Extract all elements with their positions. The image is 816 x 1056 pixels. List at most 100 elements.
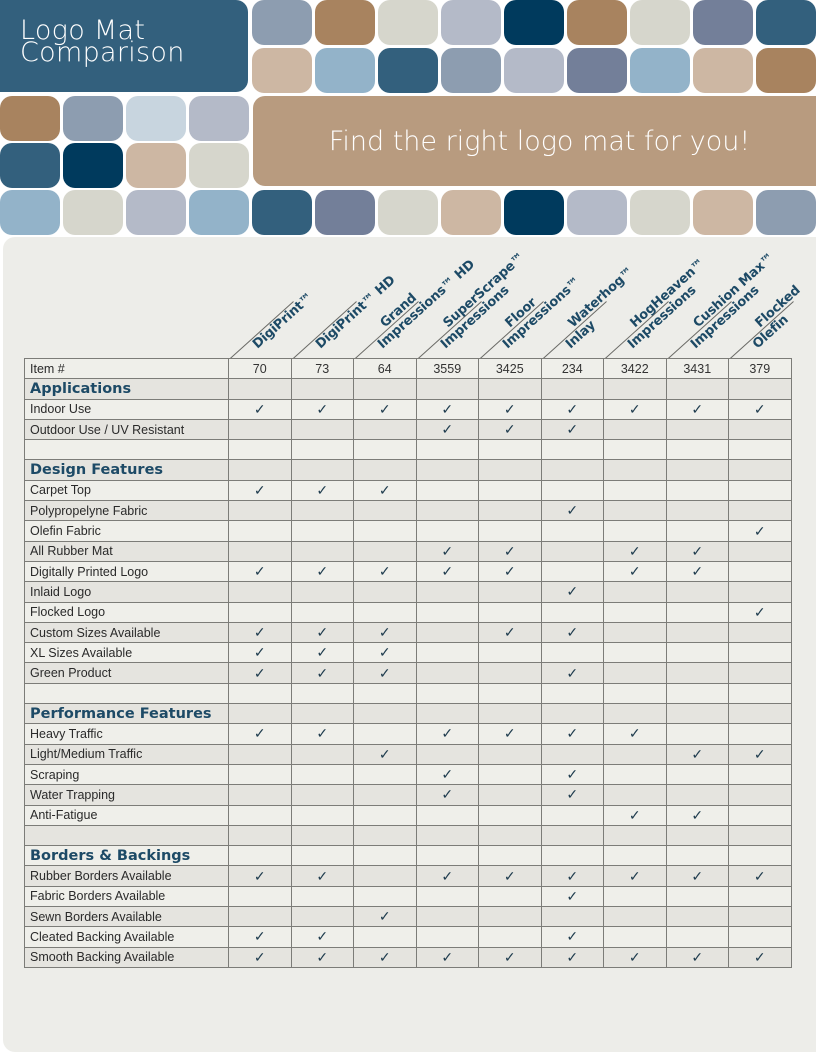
empty-cell xyxy=(603,439,667,461)
empty-cell xyxy=(228,601,292,623)
checkmark-icon: ✓ xyxy=(478,540,542,562)
empty-cell xyxy=(665,885,729,908)
checkmark-icon: ✓ xyxy=(665,804,729,826)
empty-cell xyxy=(228,439,292,461)
empty-cell xyxy=(728,540,792,562)
empty-cell xyxy=(728,784,792,806)
empty-cell xyxy=(665,642,729,664)
checkmark-icon: ✓ xyxy=(603,804,667,826)
empty-cell xyxy=(290,520,354,542)
empty-cell xyxy=(478,459,542,481)
checkmark-icon: ✓ xyxy=(540,398,604,420)
checkmark-icon: ✓ xyxy=(228,946,292,968)
empty-cell xyxy=(415,885,479,908)
feature-row: Polypropelyne Fabric ✓ xyxy=(24,500,792,522)
empty-cell xyxy=(728,926,792,948)
feature-row: Light/Medium Traffic ✓ ✓ ✓ xyxy=(24,743,792,765)
spacer-row xyxy=(24,682,792,705)
empty-cell xyxy=(415,824,479,847)
empty-cell xyxy=(415,500,479,522)
checkmark-icon: ✓ xyxy=(665,560,729,583)
empty-cell xyxy=(665,784,729,806)
checkmark-icon: ✓ xyxy=(603,560,667,583)
empty-cell xyxy=(415,906,479,928)
empty-cell xyxy=(353,581,417,603)
empty-cell xyxy=(415,845,479,867)
title-line-2: Comparison xyxy=(20,37,185,68)
section-heading: Design Features xyxy=(24,459,229,481)
empty-cell xyxy=(228,906,292,928)
empty-cell xyxy=(728,682,792,705)
checkmark-icon: ✓ xyxy=(665,743,729,765)
checkmark-icon: ✓ xyxy=(728,601,792,623)
section-header-row: Borders & Backings xyxy=(24,845,792,867)
item-number-cell: 3422 xyxy=(603,357,667,380)
empty-cell xyxy=(728,378,792,400)
empty-cell xyxy=(665,500,729,522)
empty-cell xyxy=(290,743,354,765)
empty-cell xyxy=(415,926,479,948)
feature-label: All Rubber Mat xyxy=(24,540,229,562)
empty-cell xyxy=(603,662,667,684)
color-tile xyxy=(630,48,690,93)
feature-row: Rubber Borders Available ✓ ✓ ✓ ✓ ✓ ✓ ✓ ✓ xyxy=(24,865,792,887)
feature-row: Olefin Fabric ✓ xyxy=(24,520,792,542)
empty-cell xyxy=(290,540,354,562)
color-tile xyxy=(63,143,123,188)
color-tile xyxy=(756,48,816,93)
feature-row: Fabric Borders Available ✓ xyxy=(24,885,792,908)
checkmark-icon: ✓ xyxy=(603,398,667,420)
checkmark-icon: ✓ xyxy=(540,418,604,441)
empty-cell xyxy=(478,479,542,502)
checkmark-icon: ✓ xyxy=(478,946,542,968)
checkmark-icon: ✓ xyxy=(290,642,354,664)
feature-label: Cleated Backing Available xyxy=(24,926,229,948)
empty-cell xyxy=(290,418,354,441)
checkmark-icon: ✓ xyxy=(728,398,792,420)
color-tile xyxy=(0,143,60,188)
empty-cell xyxy=(728,723,792,745)
checkmark-icon: ✓ xyxy=(665,540,729,562)
empty-cell xyxy=(540,743,604,765)
page-title: Logo Mat Comparison xyxy=(0,0,248,92)
empty-cell xyxy=(603,479,667,502)
empty-cell xyxy=(603,906,667,928)
empty-cell xyxy=(665,459,729,481)
empty-cell xyxy=(728,418,792,441)
empty-cell xyxy=(665,723,729,745)
empty-cell xyxy=(665,581,729,603)
section-heading: Applications xyxy=(24,378,229,400)
empty-cell xyxy=(290,378,354,400)
color-tile xyxy=(693,48,753,93)
empty-cell xyxy=(665,479,729,502)
feature-row: Inlaid Logo ✓ xyxy=(24,581,792,603)
empty-cell xyxy=(603,926,667,948)
empty-cell xyxy=(353,784,417,806)
empty-cell xyxy=(728,804,792,826)
color-tile xyxy=(378,48,438,93)
empty-cell xyxy=(478,784,542,806)
feature-row: Scraping ✓ ✓ xyxy=(24,763,792,786)
checkmark-icon: ✓ xyxy=(353,662,417,684)
empty-cell xyxy=(728,763,792,786)
color-tile xyxy=(126,96,186,141)
empty-cell xyxy=(228,885,292,908)
color-tile xyxy=(0,96,60,141)
checkmark-icon: ✓ xyxy=(415,418,479,441)
empty-cell xyxy=(353,601,417,623)
empty-cell xyxy=(290,459,354,481)
empty-cell xyxy=(290,601,354,623)
empty-cell xyxy=(603,601,667,623)
empty-cell xyxy=(24,824,229,847)
checkmark-icon: ✓ xyxy=(228,398,292,420)
empty-cell xyxy=(728,500,792,522)
tagline-text: Find the right logo mat for you! xyxy=(328,125,751,157)
checkmark-icon: ✓ xyxy=(415,763,479,786)
empty-cell xyxy=(228,682,292,705)
section-heading: Performance Features xyxy=(24,703,229,725)
empty-cell xyxy=(228,520,292,542)
checkmark-icon: ✓ xyxy=(290,723,354,745)
checkmark-icon: ✓ xyxy=(540,946,604,968)
comparison-table: Item #70 73 64 3559 3425 234 3422 3431 379 Applic… xyxy=(24,357,792,968)
section-header-row: Performance Features xyxy=(24,703,792,725)
